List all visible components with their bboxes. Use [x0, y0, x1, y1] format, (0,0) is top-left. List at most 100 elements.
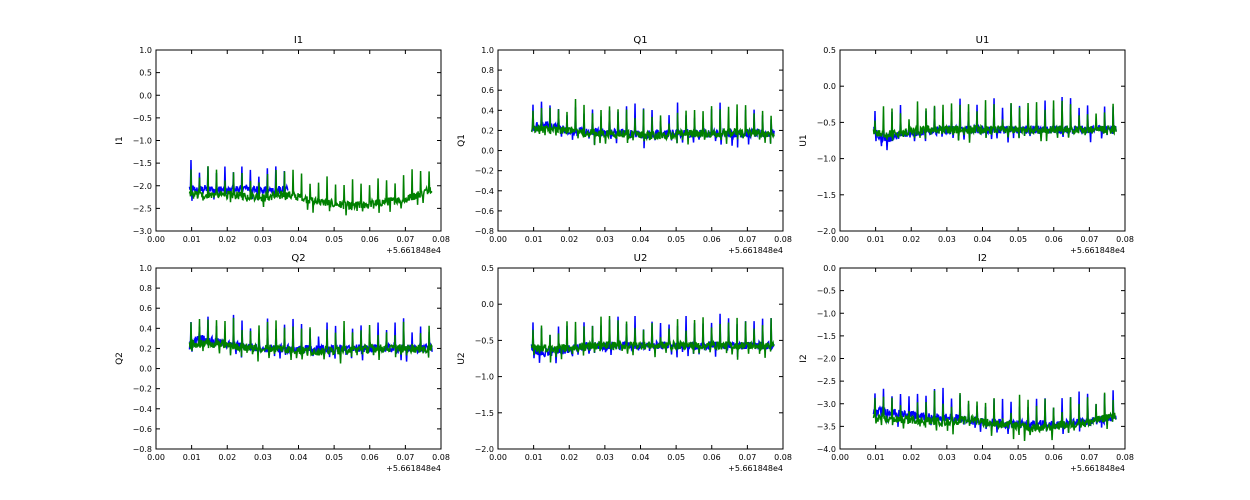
y-axis-label: U2	[457, 352, 467, 364]
panel-i2: 0.00 0.01 0.02 0.03 0.04 0.05 0.06 0.07 0.08 −4.0…	[799, 253, 1134, 473]
y-tick-label: 0.0	[139, 365, 152, 374]
x-tick-label: 0.08	[1116, 235, 1134, 244]
x-tick-label: 0.04	[290, 235, 308, 244]
y-tick-label: 1.0	[139, 264, 152, 273]
y-tick-label: 0.0	[481, 300, 494, 309]
y-tick-label: −0.6	[475, 207, 494, 216]
y-tick-label: 0.0	[481, 147, 494, 156]
y-tick-label: −1.5	[817, 332, 836, 341]
y-tick-label: 0.4	[139, 324, 152, 333]
x-offset-label: +5.661848e4	[1070, 246, 1125, 255]
x-tick-label: 0.02	[218, 235, 236, 244]
y-tick-label: −0.4	[475, 187, 494, 196]
y-tick-label: −2.0	[817, 227, 836, 236]
x-tick-label: 0.06	[1045, 453, 1063, 462]
x-offset-label: +5.661848e4	[386, 246, 441, 255]
x-tick-label: 0.02	[560, 235, 578, 244]
x-tick-label: 0.01	[183, 453, 201, 462]
y-tick-label: −1.0	[817, 309, 836, 318]
y-tick-label: −0.8	[133, 445, 152, 454]
y-tick-label: −0.5	[817, 118, 836, 127]
panel-title: Q2	[291, 253, 305, 264]
x-offset-label: +5.661848e4	[728, 464, 783, 473]
x-tick-label: 0.07	[738, 235, 756, 244]
x-tick-label: 0.00	[147, 453, 165, 462]
y-tick-label: −1.5	[475, 409, 494, 418]
y-tick-label: 0.4	[481, 106, 494, 115]
panel-title: Q1	[633, 35, 647, 46]
panel-q2: 0.00 0.01 0.02 0.03 0.04 0.05 0.06 0.07 0.08 −0.8…	[115, 253, 450, 473]
panel-q1: 0.00 0.01 0.02 0.03 0.04 0.05 0.06 0.07 0.08 −0.8…	[457, 35, 792, 255]
x-tick-label: 0.01	[525, 235, 543, 244]
panel-title: U2	[634, 253, 648, 264]
y-tick-label: 0.5	[481, 264, 494, 273]
panel-title: I2	[978, 253, 987, 264]
plot-area	[156, 268, 441, 449]
y-tick-label: 0.5	[823, 46, 836, 55]
x-tick-label: 0.07	[396, 453, 414, 462]
x-tick-label: 0.06	[1045, 235, 1063, 244]
x-tick-label: 0.08	[774, 235, 792, 244]
y-tick-label: −0.5	[475, 336, 494, 345]
x-tick-label: 0.03	[596, 453, 614, 462]
y-tick-label: −1.0	[475, 373, 494, 382]
panel-i1: 0.00 0.01 0.02 0.03 0.04 0.05 0.06 0.07 0.08 −3.0…	[115, 35, 450, 255]
y-tick-label: −1.5	[817, 191, 836, 200]
y-tick-label: 0.6	[481, 86, 494, 95]
y-tick-label: −0.6	[133, 425, 152, 434]
x-tick-label: 0.02	[218, 453, 236, 462]
series-line	[872, 100, 1117, 143]
x-tick-label: 0.01	[525, 453, 543, 462]
series-line	[530, 98, 775, 146]
x-tick-label: 0.03	[254, 235, 272, 244]
x-tick-label: 0.05	[325, 235, 343, 244]
x-tick-label: 0.02	[560, 453, 578, 462]
x-tick-label: 0.05	[1009, 235, 1027, 244]
x-tick-label: 0.03	[254, 453, 272, 462]
y-tick-label: −3.0	[817, 400, 836, 409]
panel-title: U1	[976, 35, 990, 46]
x-tick-label: 0.00	[147, 235, 165, 244]
x-tick-label: 0.06	[361, 235, 379, 244]
series-line	[188, 317, 433, 364]
y-tick-label: −2.5	[817, 377, 836, 386]
y-tick-label: −0.5	[133, 114, 152, 123]
y-tick-label: −0.5	[817, 287, 836, 296]
y-tick-label: −4.0	[817, 445, 836, 454]
y-axis-label: I2	[799, 354, 809, 362]
y-tick-label: 0.0	[139, 91, 152, 100]
x-tick-label: 0.00	[489, 453, 507, 462]
plot-area	[156, 50, 441, 231]
plot-area	[498, 268, 783, 449]
x-tick-label: 0.08	[774, 453, 792, 462]
x-tick-label: 0.05	[667, 453, 685, 462]
panel-title: I1	[294, 35, 303, 46]
plot-area	[498, 50, 783, 231]
x-tick-label: 0.00	[489, 235, 507, 244]
y-tick-label: 0.2	[481, 126, 494, 135]
y-tick-label: 0.0	[823, 264, 836, 273]
x-tick-label: 0.04	[632, 235, 650, 244]
x-offset-label: +5.661848e4	[386, 464, 441, 473]
x-tick-label: 0.03	[938, 453, 956, 462]
y-tick-label: 0.0	[823, 82, 836, 91]
y-tick-label: −1.0	[817, 155, 836, 164]
x-tick-label: 0.06	[361, 453, 379, 462]
y-tick-label: 0.6	[139, 304, 152, 313]
y-tick-label: −1.0	[133, 137, 152, 146]
y-tick-label: −1.5	[133, 159, 152, 168]
x-tick-label: 0.04	[632, 453, 650, 462]
x-tick-label: 0.00	[831, 235, 849, 244]
x-tick-label: 0.01	[867, 235, 885, 244]
y-tick-label: −2.0	[817, 355, 836, 364]
y-tick-label: −0.4	[133, 405, 152, 414]
y-tick-label: 0.8	[481, 66, 494, 75]
y-tick-label: −0.2	[475, 167, 494, 176]
series-line	[188, 166, 433, 216]
x-tick-label: 0.04	[974, 453, 992, 462]
x-tick-label: 0.08	[432, 453, 450, 462]
x-tick-label: 0.02	[902, 453, 920, 462]
y-tick-label: 0.2	[139, 344, 152, 353]
x-tick-label: 0.03	[596, 235, 614, 244]
panel-u2: 0.00 0.01 0.02 0.03 0.04 0.05 0.06 0.07 0.08 −2.0…	[457, 253, 792, 473]
